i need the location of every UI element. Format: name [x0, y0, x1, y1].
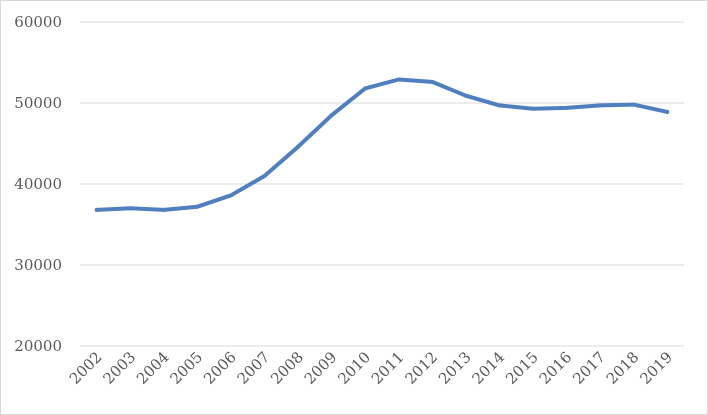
- data-point: [262, 173, 267, 178]
- data-point: [665, 109, 670, 114]
- x-tick-label: 2019: [636, 348, 676, 388]
- x-tick-label: 2017: [569, 348, 609, 388]
- series-line-0: [94, 77, 670, 212]
- y-tick-label: 30000: [14, 256, 62, 274]
- data-point: [598, 103, 603, 108]
- y-tick-label: 50000: [14, 94, 62, 112]
- data-point: [161, 207, 166, 212]
- x-tick-label: 2014: [469, 348, 509, 388]
- data-point: [363, 86, 368, 91]
- x-tick-label: 2006: [200, 348, 240, 388]
- data-point: [497, 103, 502, 108]
- data-point: [430, 79, 435, 84]
- y-tick-label: 40000: [14, 175, 62, 193]
- data-point: [564, 105, 569, 110]
- data-point: [396, 77, 401, 82]
- x-tick-label: 2015: [502, 348, 542, 388]
- gridlines: [80, 21, 684, 347]
- x-tick-label: 2018: [603, 348, 643, 388]
- x-tick-label: 2012: [401, 348, 441, 388]
- x-tick-label: 2003: [99, 348, 139, 388]
- y-tick-label: 60000: [14, 13, 62, 31]
- x-tick-label: 2009: [301, 348, 341, 388]
- data-point: [195, 204, 200, 209]
- x-tick-label: 2002: [66, 348, 106, 388]
- series-layer: [94, 77, 670, 212]
- data-point: [531, 106, 535, 111]
- x-tick-label: 2004: [133, 348, 173, 388]
- x-tick-label: 2005: [167, 348, 207, 388]
- x-tick-label: 2011: [368, 348, 408, 388]
- x-tick-label: 2007: [234, 348, 274, 388]
- data-point: [329, 113, 334, 118]
- y-axis-ticks: 20000 30000 40000 50000 60000: [14, 13, 62, 355]
- x-tick-label: 2008: [267, 348, 307, 388]
- data-point: [296, 144, 301, 149]
- x-tick-label: 2010: [334, 348, 374, 388]
- data-point: [463, 93, 468, 98]
- data-point: [94, 207, 99, 212]
- data-point: [631, 102, 636, 107]
- data-point: [128, 206, 133, 211]
- x-axis-ticks: 2002200320042005200620072008200920102011…: [66, 348, 676, 388]
- y-tick-label: 20000: [14, 337, 62, 355]
- data-point: [229, 193, 233, 198]
- x-tick-label: 2016: [536, 348, 576, 388]
- x-tick-label: 2013: [435, 348, 475, 388]
